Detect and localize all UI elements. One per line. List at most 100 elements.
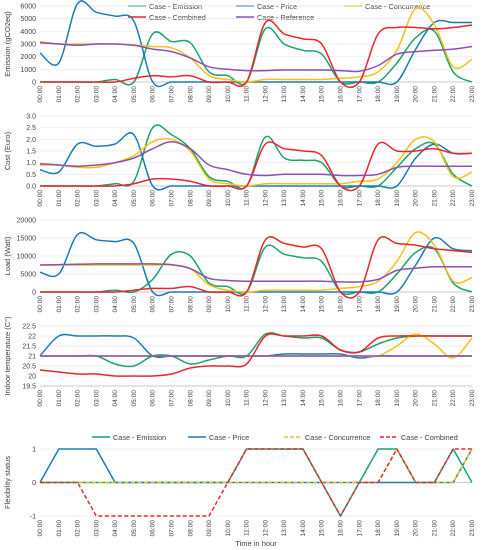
x-tick-label: 23:00 (469, 296, 476, 313)
series-line (40, 332, 472, 368)
x-tick-label: 02:00 (75, 390, 82, 407)
legend-top-row1: Case - Emission Case - Price Case - Concur… (128, 2, 430, 11)
x-tick-label: 23:00 (469, 390, 476, 407)
x-tick-label: 16:00 (338, 86, 345, 103)
y-axis-label: Indoor temperature (C°) (3, 316, 12, 396)
x-tick-label: 16:00 (338, 390, 345, 407)
x-tick-label: 16:00 (338, 190, 345, 207)
y-tick-label: 22.5 (22, 324, 36, 331)
panel-2: 0.0 0.5 1.0 1.5 2.0 2.5 3.0 00:00 01:00 02:00 03:0… (3, 114, 476, 207)
x-tick-label: 06:00 (150, 390, 157, 407)
x-tick-label: 10:00 (225, 296, 232, 313)
x-tick-label: 15:00 (319, 520, 326, 537)
y-tick-label: 19.5 (22, 384, 36, 391)
x-tick-label: 05:00 (131, 296, 138, 313)
x-tick-label: 08:00 (187, 390, 194, 407)
y-tick-label: 20.5 (22, 364, 36, 371)
x-tick-label: 20:00 (413, 296, 420, 313)
x-tick-label: 20:00 (413, 86, 420, 103)
x-tick-label: 13:00 (281, 86, 288, 103)
x-tick-label: 04:00 (112, 390, 119, 407)
x-tick-label: 21:00 (431, 86, 438, 103)
x-tick-label: 14:00 (300, 390, 307, 407)
series-line (39, 231, 473, 293)
series-line (40, 19, 473, 89)
panel-1: 0 1000 2000 3000 4000 5000 6000 00:00 01:00 02:00… (3, 0, 476, 103)
y-tick-label: 1.0 (26, 160, 36, 167)
x-tick-label: 18:00 (375, 86, 382, 103)
panel-5: -1 0 1 00:00 01:00 02:00 03:00 04:00 05:00 06:00 0… (3, 447, 476, 549)
y-tick-label: 2000 (20, 54, 36, 61)
legend-label: Case - Concurrence (305, 433, 370, 442)
y-axis-label: Emission (gCO2eq) (3, 11, 12, 77)
x-axis-label: Time in hour (235, 539, 277, 548)
x-tick-label: 07:00 (168, 190, 175, 207)
x-tick-label: 23:00 (469, 520, 476, 537)
x-tick-label: 02:00 (75, 520, 82, 537)
x-tick-label: 05:00 (131, 390, 138, 407)
x-tick-label: 13:00 (281, 190, 288, 207)
x-tick-label: 06:00 (150, 86, 157, 103)
y-tick-label: 1 (32, 447, 36, 454)
x-tick-label: 01:00 (56, 190, 63, 207)
legend-label: Case - Emission (149, 2, 202, 11)
y-tick-label: 3.0 (26, 114, 36, 121)
x-tick-label: 15:00 (319, 190, 326, 207)
series-line (40, 448, 472, 517)
panel-4: 19.5 20 20.5 21 21.5 22 22.5 00:00 01:00 02:00 03:… (3, 316, 476, 407)
y-tick-label: 21 (28, 354, 36, 361)
x-tick-label: 22:00 (450, 190, 457, 207)
x-tick-label: 02:00 (75, 86, 82, 103)
legend-top-row2: Case - Combined Case - Reference (128, 13, 314, 22)
x-tick-label: 09:00 (206, 520, 213, 537)
x-tick-label: 10:00 (225, 390, 232, 407)
x-tick-label: 07:00 (168, 86, 175, 103)
x-tick-label: 00:00 (37, 296, 44, 313)
x-tick-label: 20:00 (413, 190, 420, 207)
x-tick-label: 15:00 (319, 296, 326, 313)
legend-label: Case - Emission (113, 433, 166, 442)
x-tick-label: 05:00 (131, 86, 138, 103)
legend-label: Case - Price (209, 433, 249, 442)
y-tick-label: 1.5 (26, 149, 36, 156)
x-tick-label: 21:00 (431, 296, 438, 313)
x-tick-label: 08:00 (187, 520, 194, 537)
x-tick-label: 23:00 (469, 190, 476, 207)
series-line (39, 231, 473, 297)
x-tick-label: 06:00 (150, 190, 157, 207)
series-line (39, 41, 473, 73)
x-tick-label: 17:00 (356, 86, 363, 103)
x-tick-label: 09:00 (206, 296, 213, 313)
legend-bottom: Case - Emission Case - Price Case - Concur… (92, 433, 458, 442)
series-line (40, 244, 473, 295)
y-axis-label: Load (Watt) (3, 236, 12, 275)
x-tick-label: 11:00 (244, 86, 251, 102)
y-tick-label: 2.5 (26, 125, 36, 132)
x-tick-label: 03:00 (93, 190, 100, 207)
x-tick-label: 20:00 (413, 390, 420, 407)
x-tick-label: 22:00 (450, 520, 457, 537)
x-tick-label: 01:00 (56, 390, 63, 407)
x-tick-label: 01:00 (56, 86, 63, 103)
x-tick-label: 02:00 (75, 296, 82, 313)
y-tick-label: 6000 (20, 4, 36, 11)
x-tick-label: 10:00 (225, 190, 232, 207)
x-tick-label: 11:00 (244, 296, 251, 312)
x-tick-label: 12:00 (262, 190, 269, 207)
x-tick-label: 08:00 (187, 190, 194, 207)
x-tick-label: 22:00 (450, 390, 457, 407)
x-tick-label: 00:00 (37, 390, 44, 407)
legend-label: Case - Reference (257, 13, 314, 22)
x-tick-label: 11:00 (244, 390, 251, 406)
x-tick-label: 03:00 (93, 86, 100, 103)
x-tick-label: 04:00 (112, 86, 119, 103)
x-tick-label: 09:00 (206, 86, 213, 103)
x-tick-label: 18:00 (375, 520, 382, 537)
y-tick-label: 1000 (20, 67, 36, 74)
series-line (40, 124, 473, 190)
x-tick-label: 19:00 (394, 86, 401, 103)
x-tick-label: 19:00 (394, 520, 401, 537)
x-tick-label: 14:00 (300, 520, 307, 537)
legend-label: Case - Combined (149, 13, 206, 22)
x-tick-label: 21:00 (431, 190, 438, 207)
